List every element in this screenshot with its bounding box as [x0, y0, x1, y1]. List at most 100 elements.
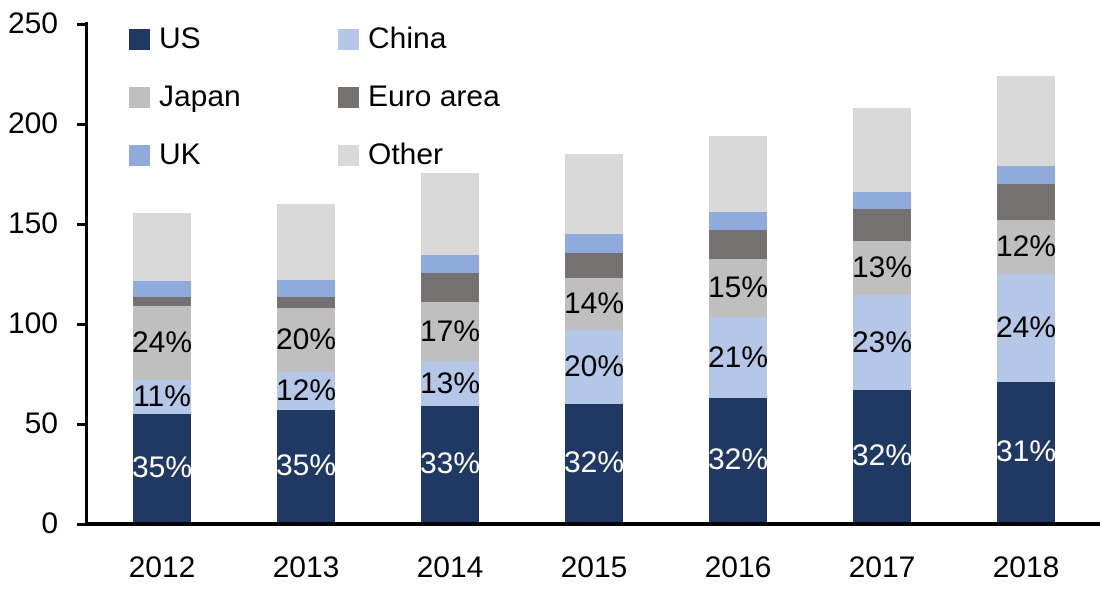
- bar-label-us-2016: 32%: [707, 443, 769, 476]
- bar-2014: 33% 13% 17%: [419, 173, 481, 522]
- legend-item-other: Other: [338, 140, 500, 170]
- x-label-2016: 2016: [704, 551, 772, 584]
- segment-euro-area-2015: [565, 253, 623, 278]
- segment-uk-2018: [997, 166, 1055, 184]
- legend-label-china: China: [368, 22, 447, 55]
- bar-label-us-2017: 32%: [851, 439, 913, 472]
- segment-uk-2012: [133, 281, 191, 297]
- segment-china-2016: 21%: [708, 317, 768, 398]
- segment-china-2015: 20%: [563, 330, 625, 404]
- bar-2013: 35% 12% 20%: [275, 204, 337, 522]
- segment-euro-area-2014: [421, 273, 479, 302]
- segment-other-2018: [997, 76, 1055, 166]
- bar-label-china-2014: 13%: [419, 366, 481, 400]
- y-tick-mark-0: [77, 523, 86, 526]
- legend-swatch-euro-area-icon: [338, 86, 359, 108]
- bar-label-us-2012: 35%: [131, 451, 193, 484]
- bar-label-japan-2015: 14%: [563, 287, 625, 320]
- segment-china-2017: 23%: [851, 295, 913, 390]
- y-tick-mark-250: [77, 23, 86, 26]
- legend-label-other: Other: [368, 138, 444, 171]
- legend-label-euro-area: Euro area: [368, 80, 500, 113]
- legend-label-uk: UK: [159, 138, 201, 171]
- bar-label-japan-2014: 17%: [419, 314, 481, 348]
- legend-swatch-other-icon: [338, 144, 359, 166]
- bar-label-china-2013: 12%: [275, 374, 337, 407]
- x-label-2017: 2017: [848, 551, 916, 584]
- bar-label-us-2018: 31%: [995, 435, 1057, 468]
- x-axis-line: [85, 522, 1100, 526]
- x-label-2015: 2015: [560, 551, 628, 584]
- legend-item-euro-area: Euro area: [338, 82, 500, 112]
- y-tick-mark-100: [77, 323, 86, 326]
- x-label-2018: 2018: [992, 551, 1060, 584]
- segment-uk-2015: [565, 234, 623, 253]
- segment-uk-2014: [421, 255, 479, 273]
- bar-2015: 32% 20% 14%: [563, 154, 625, 522]
- segment-other-2013: [277, 204, 335, 280]
- bar-2018: 31% 24% 12%: [995, 76, 1057, 522]
- segment-china-2012: 11%: [133, 380, 191, 414]
- y-axis-line: [85, 22, 88, 526]
- bar-label-japan-2017: 13%: [851, 251, 913, 284]
- legend-label-us: US: [159, 22, 201, 55]
- segment-euro-area-2016: [709, 230, 767, 259]
- segment-other-2015: [565, 154, 623, 234]
- segment-japan-2012: 24%: [131, 306, 193, 380]
- segment-euro-area-2018: [997, 184, 1055, 220]
- y-tick-label-150: 150: [7, 207, 58, 240]
- y-tick-label-50: 50: [24, 407, 58, 440]
- segment-us-2012: 35%: [131, 414, 193, 522]
- y-tick-label-0: 0: [41, 507, 58, 540]
- segment-us-2013: 35%: [275, 410, 337, 522]
- segment-japan-2016: 15%: [707, 259, 769, 317]
- segment-other-2014: [421, 173, 479, 255]
- y-tick-mark-200: [77, 123, 86, 126]
- legend-swatch-us-icon: [129, 28, 150, 50]
- legend-item-uk: UK: [129, 140, 338, 170]
- bar-label-japan-2016: 15%: [707, 271, 769, 304]
- bar-2012: 35% 11% 24%: [131, 213, 193, 522]
- bar-label-china-2012: 11%: [133, 380, 191, 413]
- x-label-2012: 2012: [128, 551, 196, 584]
- bar-label-us-2014: 33%: [419, 447, 481, 480]
- segment-euro-area-2013: [277, 297, 335, 308]
- bar-label-japan-2012: 24%: [131, 326, 193, 359]
- segment-euro-area-2012: [133, 297, 191, 306]
- x-label-2013: 2013: [272, 551, 340, 584]
- y-tick-label-100: 100: [7, 307, 58, 340]
- legend-item-us: US: [129, 24, 338, 54]
- y-tick-label-200: 200: [7, 107, 58, 140]
- segment-us-2017: 32%: [851, 390, 913, 522]
- bar-label-us-2013: 35%: [275, 449, 337, 482]
- y-tick-mark-150: [77, 223, 86, 226]
- bar-label-china-2015: 20%: [563, 350, 625, 383]
- x-label-2014: 2014: [416, 551, 484, 584]
- segment-japan-2017: 13%: [851, 241, 913, 295]
- legend-swatch-japan-icon: [129, 86, 150, 108]
- segment-other-2016: [709, 136, 767, 212]
- segment-us-2018: 31%: [995, 382, 1057, 522]
- segment-euro-area-2017: [853, 209, 911, 241]
- bar-label-china-2017: 23%: [851, 325, 913, 359]
- legend: US China Japan Euro area UK Other: [129, 10, 500, 184]
- bar-2017: 32% 23% 13%: [851, 108, 913, 522]
- segment-japan-2018: 12%: [995, 220, 1057, 274]
- segment-uk-2016: [709, 212, 767, 230]
- bar-label-japan-2018: 12%: [995, 230, 1057, 263]
- legend-swatch-china-icon: [338, 28, 359, 50]
- segment-uk-2013: [277, 280, 335, 297]
- segment-us-2014: 33%: [419, 406, 481, 522]
- y-tick-label-250: 250: [7, 7, 58, 40]
- segment-us-2016: 32%: [707, 398, 769, 522]
- segment-china-2014: 13%: [419, 361, 481, 406]
- legend-item-china: China: [338, 24, 500, 54]
- segment-other-2012: [133, 213, 191, 281]
- segment-uk-2017: [853, 192, 911, 209]
- segment-japan-2013: 20%: [276, 308, 336, 372]
- legend-label-japan: Japan: [159, 80, 241, 113]
- bar-label-china-2018: 24%: [995, 311, 1057, 344]
- segment-japan-2014: 17%: [419, 302, 481, 361]
- segment-other-2017: [853, 108, 911, 192]
- legend-swatch-uk-icon: [129, 144, 150, 166]
